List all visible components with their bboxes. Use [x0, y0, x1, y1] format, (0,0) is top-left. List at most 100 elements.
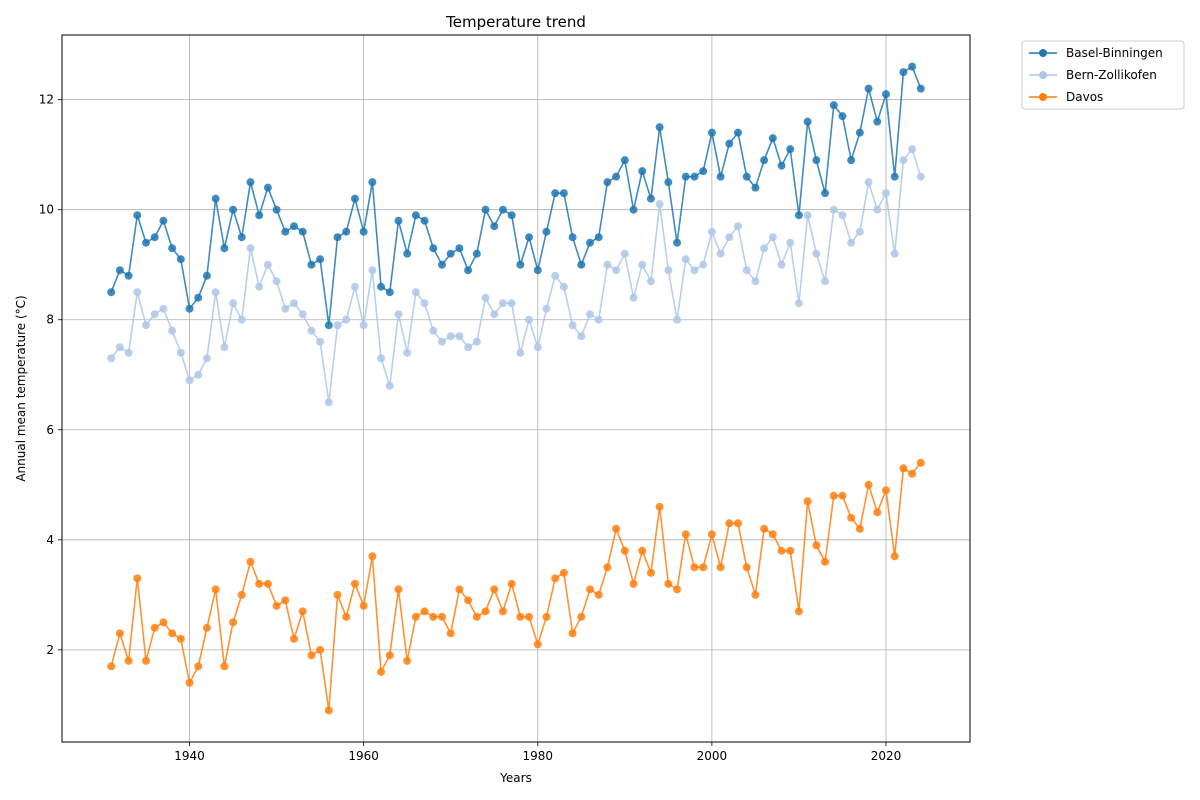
data-point: [829, 101, 838, 110]
y-tick-label: 10: [39, 203, 54, 217]
data-point: [168, 244, 177, 253]
data-point: [612, 172, 621, 181]
data-point: [516, 612, 525, 621]
data-point: [281, 304, 290, 313]
data-point: [794, 299, 803, 308]
data-point: [159, 618, 168, 627]
data-point: [794, 607, 803, 616]
data-point: [586, 585, 594, 594]
data-point: [716, 563, 725, 572]
data-point: [237, 315, 246, 324]
data-point: [194, 370, 203, 379]
data-point: [768, 134, 777, 143]
data-point: [803, 497, 812, 506]
data-point: [829, 491, 838, 500]
series-bern-zollikofen: [107, 145, 925, 407]
data-point: [603, 563, 612, 572]
data-point: [403, 656, 412, 665]
data-point: [272, 601, 281, 610]
data-point: [881, 486, 890, 495]
data-point: [838, 112, 847, 121]
data-point: [638, 167, 647, 176]
data-point: [908, 62, 917, 71]
data-point: [664, 266, 673, 275]
data-point: [455, 585, 464, 594]
data-point: [316, 645, 325, 654]
data-point: [237, 590, 246, 599]
data-point: [586, 238, 594, 247]
data-point: [568, 233, 577, 242]
data-point: [385, 381, 394, 390]
data-point: [290, 299, 299, 308]
data-point: [359, 227, 368, 236]
data-point: [855, 227, 864, 236]
data-point: [638, 260, 647, 269]
data-point: [533, 343, 542, 352]
y-tick-label: 2: [46, 643, 54, 657]
data-point: [263, 579, 272, 588]
data-point: [681, 530, 690, 539]
data-point: [124, 271, 133, 280]
data-point: [899, 156, 908, 165]
data-point: [429, 244, 438, 253]
data-point: [690, 563, 699, 572]
data-point: [786, 546, 795, 555]
data-point: [646, 568, 655, 577]
data-point: [908, 145, 917, 154]
data-point: [490, 222, 499, 231]
data-point: [385, 288, 394, 297]
data-point: [594, 233, 603, 242]
data-point: [577, 612, 586, 621]
data-point: [324, 321, 333, 330]
data-point: [577, 332, 586, 341]
data-point: [568, 321, 577, 330]
data-point: [385, 651, 394, 660]
x-axis-ticks: 1940 1960 1980 2000 2020: [174, 742, 901, 763]
chart-title: Temperature trend: [445, 13, 586, 31]
data-point: [733, 519, 742, 528]
data-point: [716, 172, 725, 181]
data-point: [803, 117, 812, 126]
x-tick-label: 1960: [348, 749, 379, 763]
data-point: [394, 310, 403, 319]
grid-lines: [62, 35, 970, 742]
data-point: [725, 139, 734, 148]
data-point: [124, 656, 133, 665]
data-point: [350, 194, 359, 203]
data-point: [551, 271, 560, 280]
data-point: [507, 579, 516, 588]
data-point: [281, 227, 290, 236]
data-point: [916, 84, 925, 93]
data-point: [890, 172, 899, 181]
data-point: [864, 84, 873, 93]
data-point: [751, 277, 760, 286]
data-point: [847, 513, 856, 522]
legend-frame: [1021, 40, 1185, 110]
data-point: [542, 227, 551, 236]
data-point: [246, 178, 255, 187]
data-point: [760, 156, 769, 165]
data-point: [690, 266, 699, 275]
data-point: [525, 612, 534, 621]
data-point: [551, 574, 560, 583]
data-point: [829, 205, 838, 214]
data-point: [150, 310, 159, 319]
data-point: [368, 178, 377, 187]
data-point: [612, 524, 621, 533]
y-axis-label: Annual mean temperature (°C): [14, 295, 28, 481]
data-point: [472, 337, 481, 346]
data-point: [490, 310, 499, 319]
data-point: [681, 172, 690, 181]
data-point: [603, 260, 612, 269]
data-point: [307, 260, 316, 269]
data-point: [194, 293, 203, 302]
data-point: [316, 337, 325, 346]
data-point: [542, 304, 551, 313]
x-tick-label: 2000: [697, 749, 728, 763]
data-point: [438, 337, 446, 346]
data-point: [864, 480, 873, 489]
y-tick-label: 4: [46, 533, 54, 547]
data-point: [821, 189, 830, 198]
data-point: [185, 304, 194, 313]
